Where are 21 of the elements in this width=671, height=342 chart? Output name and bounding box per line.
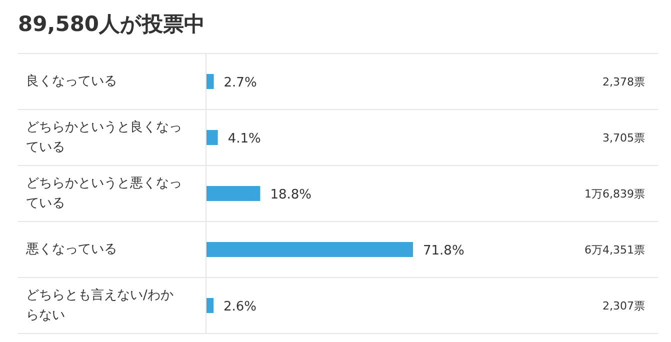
bar [206, 242, 413, 257]
y-tick-label: どちらかというと良くなっている [26, 120, 182, 155]
data-label: 71.8% [423, 244, 464, 258]
data-label: 18.8% [270, 188, 312, 202]
bar [206, 130, 218, 145]
bar [206, 298, 214, 313]
bar [206, 74, 214, 89]
text: 2,378票 [602, 76, 645, 88]
text: 6万4,351票 [584, 244, 645, 256]
y-tick-label: どちらとも言えない/わからない [26, 287, 174, 323]
bar [206, 186, 260, 201]
data-label: 2.7% [224, 76, 257, 90]
text: 2,307票 [602, 300, 645, 312]
text: 1万6,839票 [584, 188, 645, 200]
chart-title: 89,580人が投票中 [18, 11, 206, 38]
data-label: 2.6% [223, 300, 257, 314]
y-tick-label: 良くなっている [26, 74, 117, 89]
y-tick-label: 悪くなっている [25, 242, 117, 257]
data-label: 4.1% [228, 132, 261, 146]
text: 3,705票 [602, 132, 645, 144]
y-tick-label: どちらかというと悪くなっている [26, 176, 182, 211]
